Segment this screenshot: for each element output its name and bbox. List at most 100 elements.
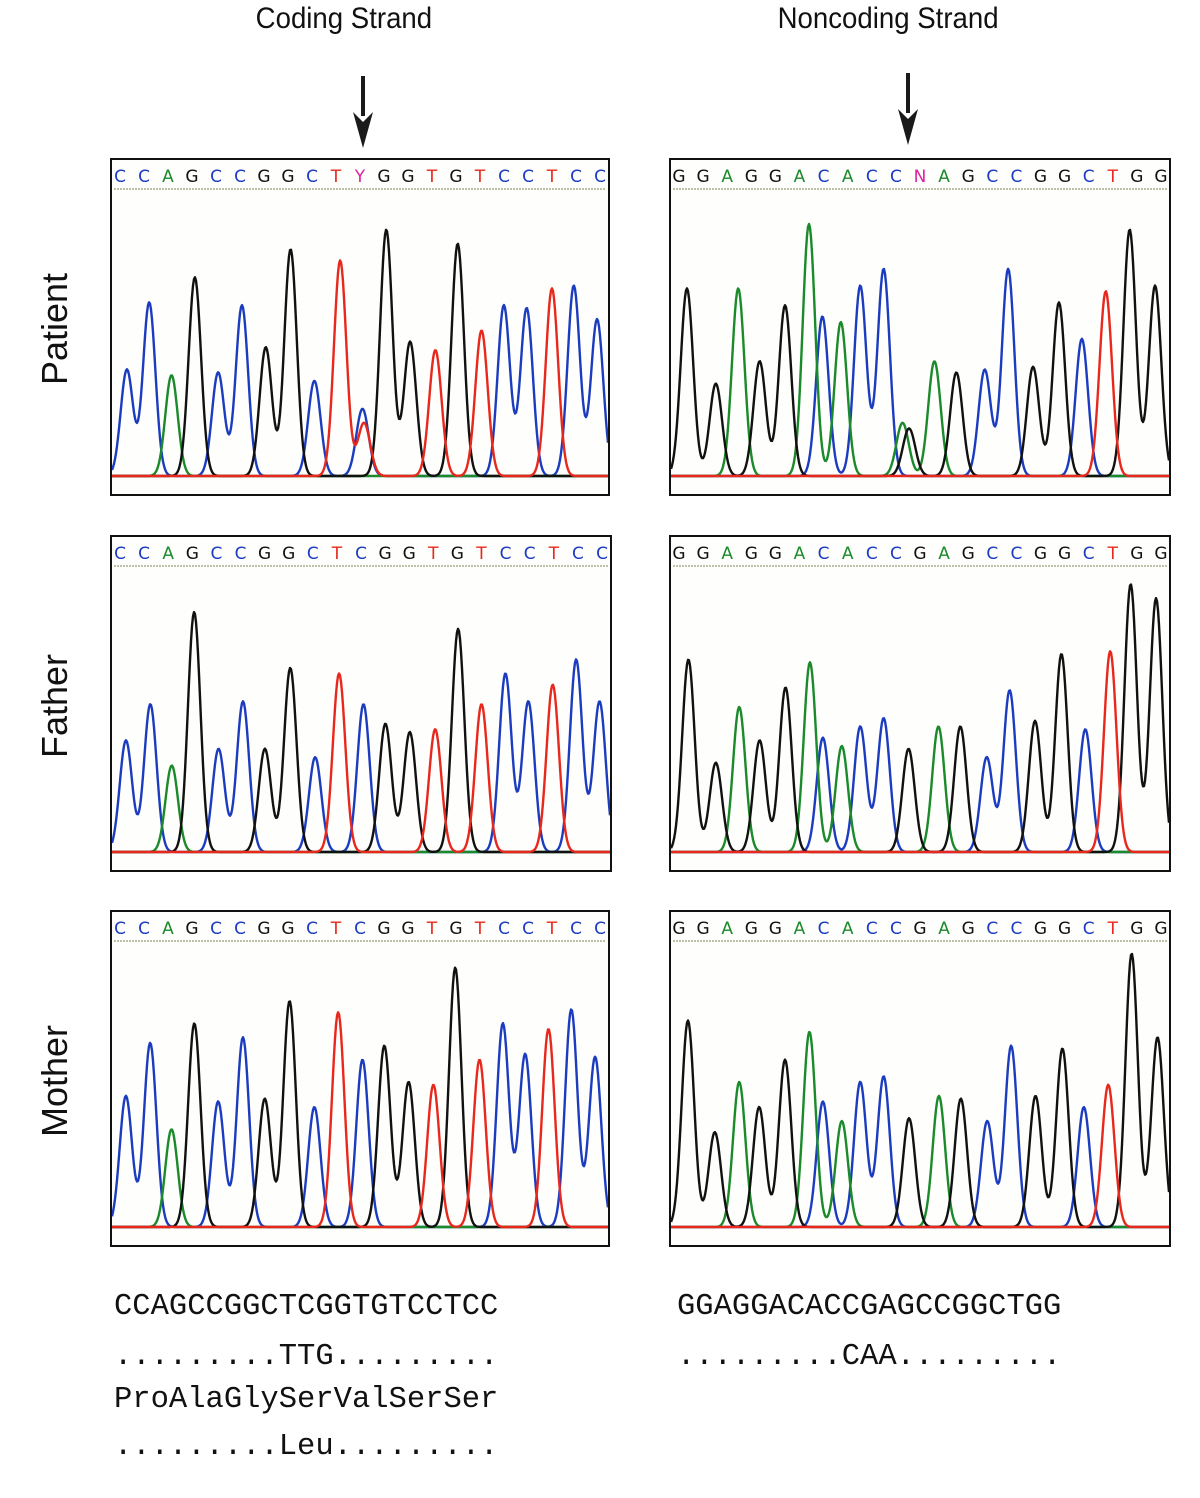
base-call-label: G (1130, 919, 1143, 939)
base-call-label: A (162, 167, 174, 187)
base-call-label: C (866, 919, 878, 939)
base-call-label: C (572, 544, 584, 564)
base-call-label: T (331, 544, 343, 564)
base-call-label: G (449, 167, 462, 187)
trace-A (671, 661, 1169, 854)
base-call-label: T (426, 167, 438, 187)
base-call-label: C (307, 544, 319, 564)
base-call-label: T (1107, 167, 1119, 187)
base-call-label: T (330, 167, 342, 187)
base-call-label: C (1010, 167, 1022, 187)
base-call-label: A (938, 167, 950, 187)
trace-T (671, 650, 1169, 854)
base-call-label: A (721, 167, 733, 187)
base-call-label: C (114, 167, 126, 187)
trace-G (671, 952, 1169, 1229)
base-call-label: G (962, 167, 975, 187)
base-call-label: A (162, 919, 174, 939)
base-call-label: T (548, 544, 560, 564)
base-call-label: G (1154, 919, 1167, 939)
trace-T (671, 290, 1169, 478)
base-call-label: C (306, 167, 318, 187)
base-call-label: A (938, 919, 950, 939)
base-call-label: C (522, 167, 534, 187)
noncoding-mutant-sequence: .........CAA......... (677, 1340, 1062, 1374)
base-call-label: C (306, 919, 318, 939)
base-call-label: C (354, 919, 366, 939)
base-call-label: C (866, 167, 878, 187)
base-call-label: G (1058, 544, 1071, 564)
coding-protein-mutant: .........Leu......... (114, 1430, 499, 1464)
base-call-label: C (234, 919, 246, 939)
base-call-label: A (721, 544, 733, 564)
base-call-label: G (185, 167, 198, 187)
base-call-label: A (721, 919, 733, 939)
base-call-label: G (1154, 167, 1167, 187)
base-call-label: C (570, 167, 582, 187)
base-call-label: G (401, 167, 414, 187)
noncoding-reference-sequence: GGAGGACACCGAGCCGGCTGG (677, 1290, 1062, 1324)
base-call-label: C (594, 167, 606, 187)
base-call-label: G (1058, 919, 1071, 939)
base-call-label: C (138, 544, 150, 564)
base-call-label: G (281, 919, 294, 939)
coding-protein-sequence: ProAlaGlySerValSerSer (114, 1383, 499, 1417)
base-call-label: A (938, 544, 950, 564)
base-call-label: C (210, 544, 222, 564)
base-call-label: G (1034, 919, 1047, 939)
base-call-label: C (890, 167, 902, 187)
base-call-label: G (451, 544, 464, 564)
row-label-mother: Mother (34, 1024, 75, 1138)
base-call-label: G (377, 167, 390, 187)
base-call-label: N (914, 167, 927, 187)
base-call-label: C (594, 919, 606, 939)
base-call-label: T (546, 167, 558, 187)
base-call-label: T (426, 919, 438, 939)
base-call-label: C (1010, 919, 1022, 939)
row-label-patient: Patient (34, 272, 75, 386)
base-call-label: G (962, 544, 975, 564)
base-call-label: G (377, 919, 390, 939)
base-call-label: C (818, 544, 830, 564)
base-call-label: C (522, 919, 534, 939)
base-call-label: G (185, 919, 198, 939)
base-call-label: A (794, 919, 806, 939)
trace-T (112, 1011, 608, 1229)
base-call-label: G (745, 167, 758, 187)
base-call-label: T (474, 919, 486, 939)
base-call-label: G (257, 167, 270, 187)
trace-G (112, 966, 608, 1229)
base-call-label: C (818, 167, 830, 187)
base-call-label: G (1154, 544, 1167, 564)
row-label-father: Father (34, 653, 75, 759)
base-call-label: C (498, 167, 510, 187)
base-call-label: C (986, 167, 998, 187)
base-call-label: T (474, 167, 486, 187)
trace-T (112, 672, 610, 854)
base-call-label: C (114, 919, 126, 939)
base-call-label: C (1083, 544, 1095, 564)
trace-T (671, 1083, 1169, 1229)
base-call-label: C (866, 544, 878, 564)
base-call-label: G (449, 919, 462, 939)
base-call-label: C (138, 919, 150, 939)
base-call-label: A (842, 167, 854, 187)
base-call-label: G (186, 544, 199, 564)
base-call-label: T (330, 919, 342, 939)
base-call-label: C (890, 919, 902, 939)
base-call-label: G (401, 919, 414, 939)
base-call-label: G (913, 544, 926, 564)
base-call-label: C (986, 544, 998, 564)
base-call-label: G (769, 167, 782, 187)
base-call-label: A (842, 544, 854, 564)
base-call-label: A (162, 544, 174, 564)
trace-T (112, 259, 608, 478)
base-call-label: C (498, 919, 510, 939)
base-call-label: G (379, 544, 392, 564)
